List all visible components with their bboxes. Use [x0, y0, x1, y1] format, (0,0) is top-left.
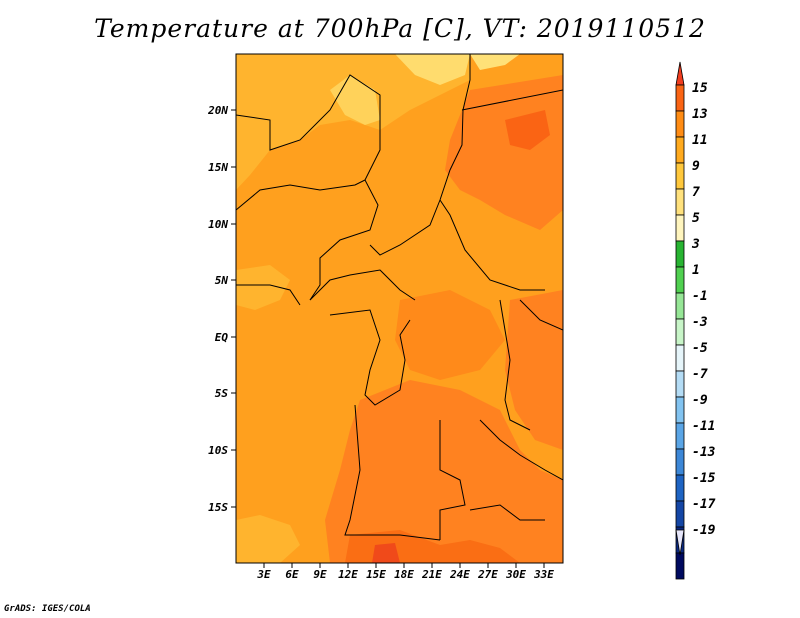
lon-tick-label: 30E	[505, 568, 526, 581]
colorbar-box	[675, 344, 685, 372]
lon-tick-label: 9E	[313, 568, 327, 581]
lon-tick-label: 12E	[338, 568, 358, 581]
lon-tick-label: 3E	[256, 568, 271, 581]
colorbar-box	[675, 422, 685, 450]
colorbar-label: 1	[692, 263, 700, 278]
colorbar-label: 13	[692, 107, 708, 122]
lon-tick-label: 18E	[394, 568, 414, 581]
colorbar-label: -3	[692, 315, 708, 330]
colorbar-box	[675, 396, 685, 424]
colorbar-label: -1	[692, 289, 708, 304]
lat-tick-label: EQ	[215, 331, 229, 344]
colorbar-box	[675, 500, 685, 528]
lon-tick-label: 33E	[533, 568, 554, 581]
field-5-7-ne	[470, 54, 520, 70]
colorbar-box	[675, 552, 685, 580]
lat-axis: 20N 15N 10N 5N EQ 5S 10S 15S	[207, 104, 236, 514]
lat-tick-label: 15N	[208, 161, 228, 174]
colorbar-label: -19	[692, 523, 716, 538]
colorbar-box	[675, 292, 685, 320]
colorbar-label: 11	[692, 133, 708, 148]
colorbar-box	[675, 188, 685, 216]
colorbar-box	[675, 266, 685, 294]
colorbar-box	[675, 318, 685, 346]
colorbar-label: -15	[692, 471, 716, 486]
colorbar-box	[675, 370, 685, 398]
field-15-plus	[372, 543, 400, 563]
lat-tick-label: 5S	[215, 387, 229, 400]
colorbar-box	[675, 448, 685, 476]
lon-tick-label: 6E	[285, 568, 299, 581]
colorbar-top-arrow	[675, 61, 685, 86]
colorbar-label: 3	[691, 237, 700, 252]
field-11-13-central	[395, 290, 505, 380]
lon-tick-label: 21E	[421, 568, 442, 581]
colorbar-box	[675, 474, 685, 502]
colorbar-label: 5	[692, 211, 700, 226]
colorbar-box	[675, 110, 685, 138]
lat-tick-label: 10S	[208, 444, 228, 457]
field-7-9-sahara	[236, 54, 470, 190]
colorbar-label: 15	[692, 81, 708, 96]
colorbar-label: -9	[692, 393, 708, 408]
lon-tick-label: 27E	[477, 568, 498, 581]
colorbar-label: -13	[692, 445, 716, 460]
credit-text: GrADS: IGES/COLA	[4, 604, 91, 614]
lon-axis: 3E 6E 9E 12E 15E 18E 21E 24E 27E 30E 33E	[256, 563, 554, 581]
colorbar-bottom-arrow	[675, 529, 685, 556]
field-5-7-top	[395, 54, 470, 85]
colorbar-box	[675, 84, 685, 112]
temperature-field	[236, 54, 563, 563]
lat-tick-label: 15S	[208, 501, 228, 514]
colorbar-label: -17	[692, 497, 716, 512]
colorbar-label: -11	[692, 419, 715, 434]
lon-tick-label: 24E	[449, 568, 470, 581]
colorbar-box	[675, 240, 685, 268]
colorbar-label: -5	[692, 341, 708, 356]
field-7-9-west	[236, 265, 290, 310]
field-11-13-east	[505, 290, 563, 450]
chart-title: Temperature at 700hPa [C], VT: 201911051…	[94, 14, 706, 43]
lat-tick-label: 20N	[207, 104, 228, 117]
map-frame	[235, 53, 564, 564]
country-borders	[236, 54, 563, 541]
field-13-15-ne	[505, 110, 550, 150]
colorbar-label: -7	[692, 367, 708, 382]
colorbar: 15 13 11 9 7 5 3 1 -1 -3 -5 -7 -9 -11 -1…	[675, 61, 716, 580]
colorbar-label: 7	[692, 185, 700, 200]
field-7-9-sw	[236, 515, 300, 563]
colorbar-box	[675, 136, 685, 164]
colorbar-box	[675, 214, 685, 242]
colorbar-label: 9	[692, 159, 700, 174]
lon-tick-label: 15E	[366, 568, 386, 581]
colorbar-box	[675, 162, 685, 190]
lat-tick-label: 5N	[215, 274, 229, 287]
lat-tick-label: 10N	[208, 218, 228, 231]
